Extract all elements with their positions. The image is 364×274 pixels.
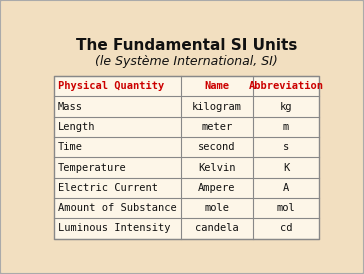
Text: kg: kg — [280, 102, 292, 112]
Text: mole: mole — [205, 203, 230, 213]
Text: second: second — [198, 142, 236, 152]
Bar — [54, 76, 319, 239]
Text: Temperature: Temperature — [58, 162, 127, 173]
Text: Kelvin: Kelvin — [198, 162, 236, 173]
Text: mol: mol — [277, 203, 295, 213]
Text: Name: Name — [205, 81, 230, 91]
Text: A: A — [283, 183, 289, 193]
Text: Amount of Substance: Amount of Substance — [58, 203, 177, 213]
Text: Mass: Mass — [58, 102, 83, 112]
Text: cd: cd — [280, 223, 292, 233]
Text: Abbreviation: Abbreviation — [249, 81, 324, 91]
Text: s: s — [283, 142, 289, 152]
Text: meter: meter — [201, 122, 233, 132]
Text: Ampere: Ampere — [198, 183, 236, 193]
Text: m: m — [283, 122, 289, 132]
Text: Time: Time — [58, 142, 83, 152]
Text: Length: Length — [58, 122, 95, 132]
Text: Physical Quantity: Physical Quantity — [58, 81, 164, 91]
Text: Luminous Intensity: Luminous Intensity — [58, 223, 170, 233]
Text: kilogram: kilogram — [192, 102, 242, 112]
Text: K: K — [283, 162, 289, 173]
Text: The Fundamental SI Units: The Fundamental SI Units — [76, 38, 297, 53]
Text: (le Système International, SI): (le Système International, SI) — [95, 55, 278, 68]
Text: candela: candela — [195, 223, 239, 233]
Text: Electric Current: Electric Current — [58, 183, 158, 193]
